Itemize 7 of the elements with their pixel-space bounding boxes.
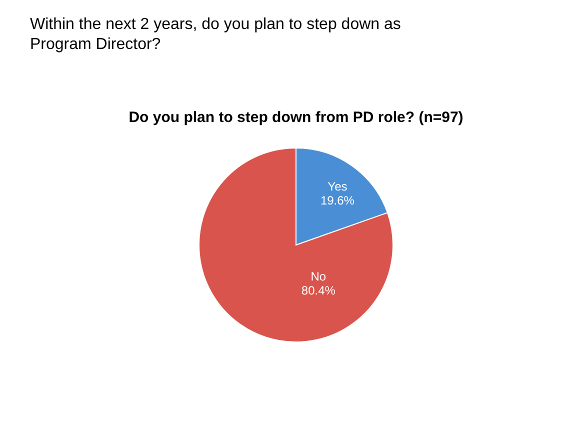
chart-title: Within the next 2 years, do you plan to step down as Program Director? [30,16,401,53]
slice-label: No [310,270,326,284]
pie-slice [198,148,394,342]
slice-label: Yes [328,179,348,194]
data-label: 80.4% [301,284,336,298]
data-label: 19.6% [320,193,355,208]
chart-subtitle: Do you plan to step down from PD role? (n=97) [128,109,464,126]
